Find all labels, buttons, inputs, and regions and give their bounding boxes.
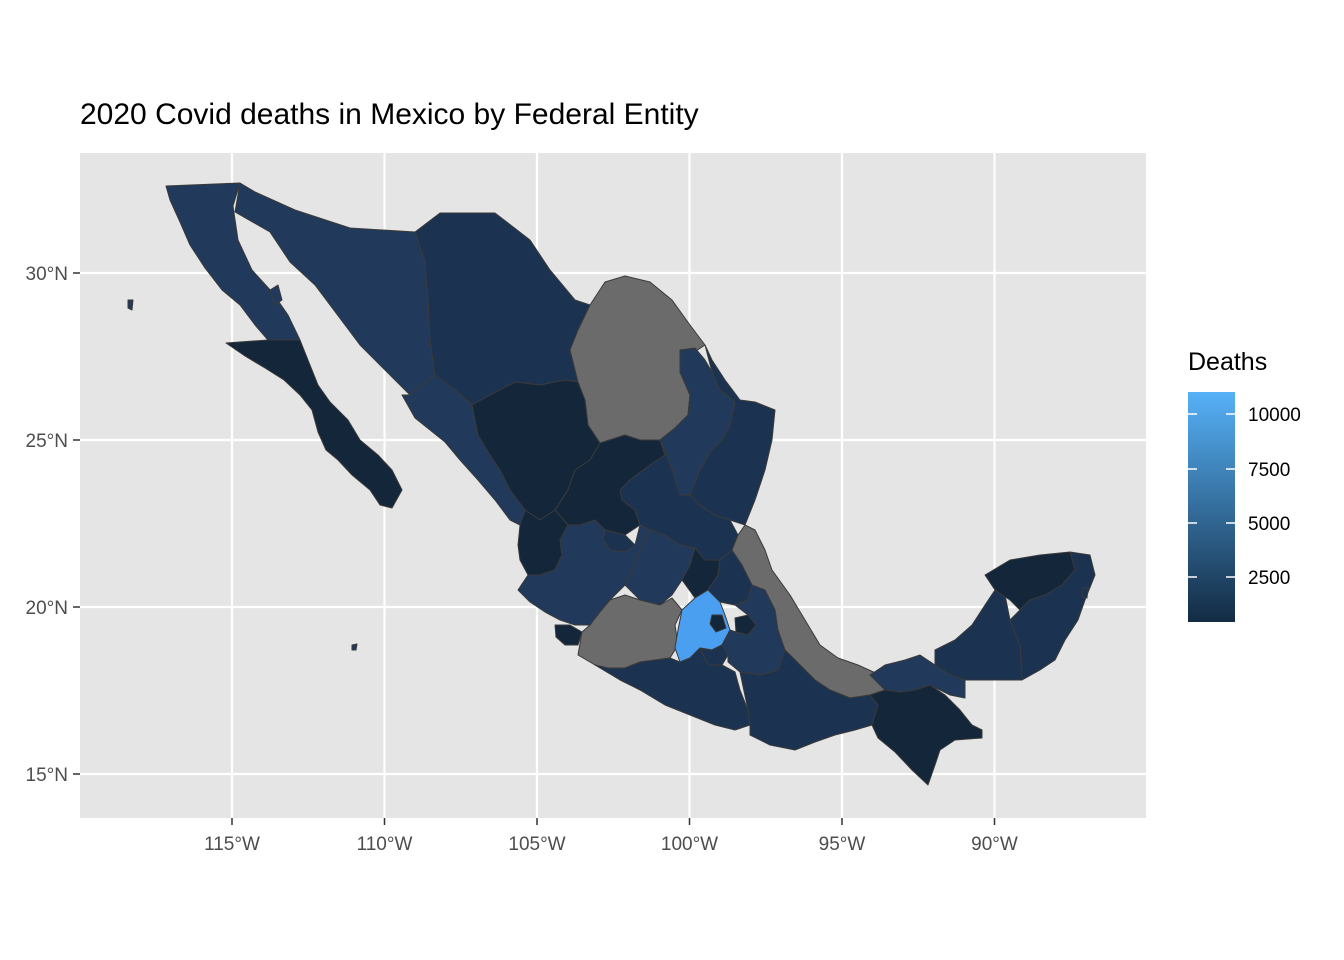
x-tick-label: 110°W xyxy=(357,834,413,855)
legend-tick-label: 2500 xyxy=(1248,568,1290,589)
legend-tick-label: 10000 xyxy=(1248,405,1301,426)
state-jalisco[interactable] xyxy=(517,519,651,626)
y-tick-label: 15°N xyxy=(26,765,68,786)
y-tick-label: 20°N xyxy=(26,598,68,619)
mexico-states xyxy=(127,182,1096,786)
x-tick-label: 95°W xyxy=(819,834,866,855)
legend-title: Deaths xyxy=(1188,348,1268,376)
island-revillagigedo xyxy=(351,643,358,651)
x-tick-label: 100°W xyxy=(661,834,718,855)
x-tick-label: 115°W xyxy=(204,834,260,855)
legend-tick-label: 7500 xyxy=(1248,460,1290,481)
island-cozumel xyxy=(1081,587,1089,599)
y-tick-label: 30°N xyxy=(26,264,68,285)
legend-ticks: 10000 7500 5000 2500 xyxy=(1188,405,1301,589)
y-tick-label: 25°N xyxy=(26,431,68,452)
state-chiapas[interactable] xyxy=(869,684,983,786)
x-tick-label: 105°W xyxy=(508,834,565,855)
state-quintana-roo[interactable] xyxy=(1009,551,1096,681)
state-baja-california-sur[interactable] xyxy=(225,339,403,509)
chart-title: 2020 Covid deaths in Mexico by Federal E… xyxy=(80,98,699,131)
island-guadalupe xyxy=(127,299,134,311)
state-sonora[interactable] xyxy=(234,182,436,396)
x-tick-label: 90°W xyxy=(971,834,1018,855)
state-colima[interactable] xyxy=(554,624,583,646)
state-mexico-city[interactable] xyxy=(709,614,727,633)
legend-colorbar xyxy=(1188,392,1235,622)
axis-ticks: 115°W 110°W 105°W 100°W 95°W 90°W 30°N 25°N 20°N… xyxy=(26,264,1018,855)
island-tiburon xyxy=(269,284,283,306)
state-guerrero[interactable] xyxy=(594,647,751,731)
legend-tick-label: 5000 xyxy=(1248,514,1290,535)
